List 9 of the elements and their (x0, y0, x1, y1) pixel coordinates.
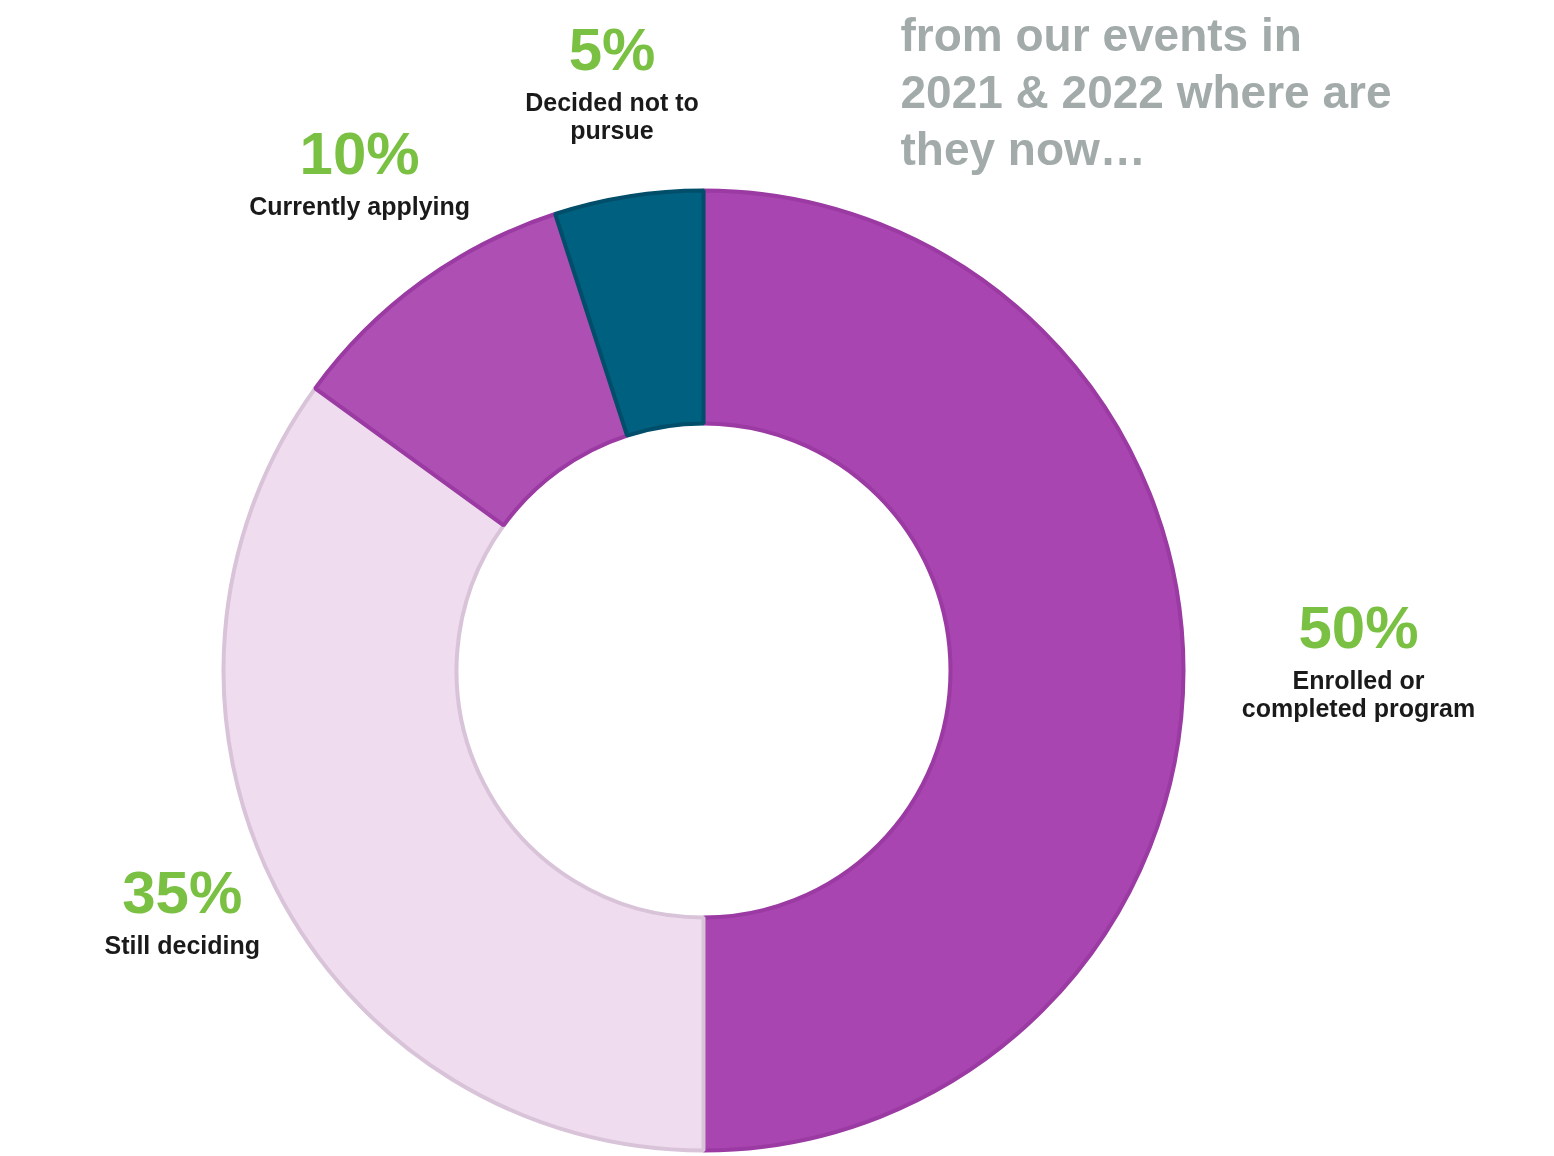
text: from our events in 2021 & 2022 where are they now… (900, 8, 1392, 175)
data-label: 35% (122, 859, 243, 927)
data-label: 5% (568, 15, 656, 83)
slice-label: Still deciding (104, 931, 261, 960)
data-label: 50% (1298, 593, 1419, 661)
slice-label: Decided not to pursue (525, 87, 699, 144)
slice-label: Currently applying (249, 192, 471, 221)
data-label: 10% (299, 120, 420, 188)
slice-label: Enrolled or completed program (1241, 665, 1476, 722)
